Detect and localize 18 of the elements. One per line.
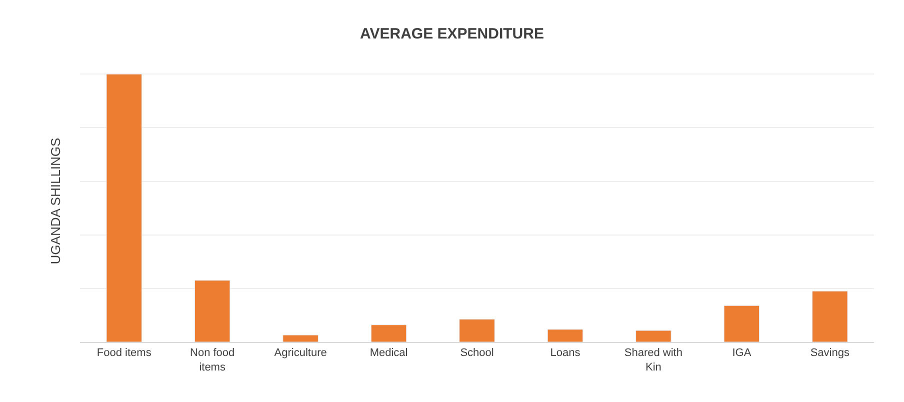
x-tick-label: Agriculture bbox=[274, 347, 327, 360]
x-tick-label: Non food items bbox=[190, 347, 235, 374]
y-axis-title: UGANDA SHILLINGS bbox=[48, 137, 63, 264]
bar bbox=[370, 324, 407, 342]
chart-title: AVERAGE EXPENDITURE bbox=[360, 26, 544, 43]
x-tick-label: Medical bbox=[370, 347, 408, 360]
bar bbox=[282, 334, 318, 342]
bar bbox=[547, 329, 584, 342]
bar bbox=[459, 318, 495, 342]
x-tick-label: Food items bbox=[96, 347, 152, 360]
bar bbox=[812, 290, 848, 342]
x-tick-label: Savings bbox=[810, 347, 850, 360]
x-tick-label: IGA bbox=[732, 347, 752, 360]
bar bbox=[724, 305, 760, 342]
x-tick-label: School bbox=[460, 347, 494, 360]
x-tick-label: Loans bbox=[550, 347, 581, 360]
x-tick-label: Shared with Kin bbox=[624, 347, 682, 374]
bar bbox=[636, 330, 672, 342]
